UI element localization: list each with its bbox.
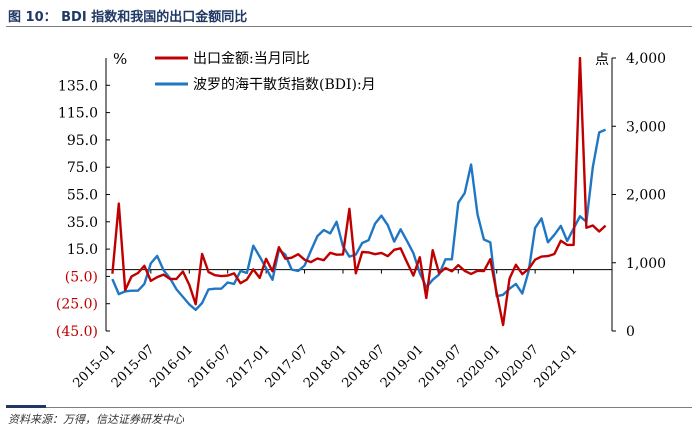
plot-frame xyxy=(105,58,613,331)
series-layer xyxy=(111,56,607,327)
left-tick-label: (25.0) xyxy=(56,297,98,313)
left-axis: (45.0) (25.0) (5.0) 15.0 35.0 55.0 75.0 95.0 115… xyxy=(56,78,110,340)
left-tick-label: (5.0) xyxy=(65,269,98,285)
right-axis: 0 1,000 2,000 3,000 4,000 xyxy=(612,51,666,340)
left-tick-label: 135.0 xyxy=(58,78,98,94)
left-tick-label: 75.0 xyxy=(67,160,98,176)
right-tick-label: 0 xyxy=(626,324,635,340)
series-line-export xyxy=(111,56,607,327)
title-divider xyxy=(6,26,692,27)
right-tick-label: 1,000 xyxy=(626,256,666,272)
right-tick-label: 2,000 xyxy=(626,188,666,204)
left-tick-label: 55.0 xyxy=(67,188,98,204)
legend: 出口金额:当月同比 波罗的海干散货指数(BDI):月 xyxy=(155,51,376,93)
left-tick-label: 115.0 xyxy=(58,106,98,122)
legend-label-export: 出口金额:当月同比 xyxy=(193,51,310,67)
right-tick-label: 4,000 xyxy=(626,51,666,67)
left-tick-label: 35.0 xyxy=(67,215,98,231)
source-divider xyxy=(6,407,692,408)
left-tick-label: 15.0 xyxy=(67,242,98,258)
series-line-bdi xyxy=(111,128,607,311)
left-tick-label: 95.0 xyxy=(67,133,98,149)
source-note: 资料来源：万得，信达证券研发中心 xyxy=(8,413,184,426)
left-tick-label: (45.0) xyxy=(56,324,98,340)
left-unit-label: % xyxy=(113,50,127,68)
x-axis: 2015-012015-072016-012016-072017-012017-… xyxy=(70,269,612,391)
figure-title: 图 10： BDI 指数和我国的出口金额同比 xyxy=(8,10,248,25)
x-tick-label: 2021-01 xyxy=(532,342,581,391)
right-unit-label: 点 xyxy=(595,52,609,68)
source-accent xyxy=(6,405,46,408)
legend-label-bdi: 波罗的海干散货指数(BDI):月 xyxy=(193,76,376,93)
right-tick-label: 3,000 xyxy=(626,119,666,135)
